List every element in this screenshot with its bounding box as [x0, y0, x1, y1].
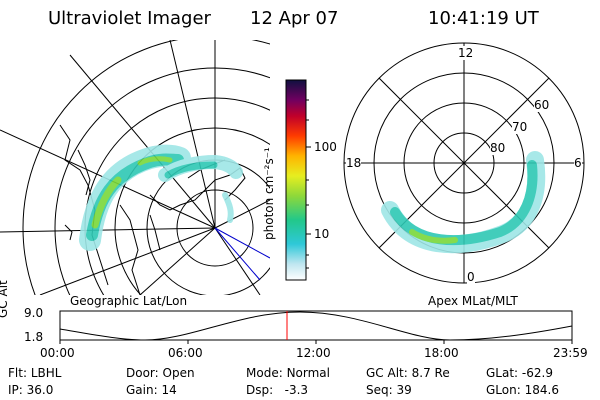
altitude-ytick-9: 9.0 [24, 306, 44, 320]
status-gc-alt: GC Alt: 8.7 Re [366, 366, 450, 380]
mlat-label-80: 80 [490, 141, 506, 155]
status-mode: Mode: Normal [246, 366, 330, 380]
colorbar-tick-10: 10 [314, 227, 330, 241]
time-text: 10:41:19 UT [428, 8, 539, 29]
colorbar-tick-100: 100 [314, 140, 337, 154]
status-seq: Seq: 39 [366, 383, 412, 397]
altitude-ylabel: GC Alt [0, 280, 10, 318]
xtick-0000: 00:00 [40, 346, 75, 360]
mlt-label-18: 18 [346, 156, 362, 170]
geographic-label: Geographic Lat/Lon [70, 294, 188, 308]
apex-label: Apex MLat/MLT [428, 294, 518, 308]
status-flt: Flt: LBHL [8, 366, 62, 380]
status-ip: IP: 36.0 [8, 383, 54, 397]
mlt-label-0: 0 [467, 270, 475, 284]
status-gain: Gain: 14 [126, 383, 177, 397]
status-dsp: Dsp: -3.3 [246, 383, 309, 397]
mlt-label-6: 6 [574, 156, 582, 170]
instrument-title: Ultraviolet Imager [48, 8, 211, 29]
status-glat: GLat: -62.9 [486, 366, 553, 380]
status-glon: GLon: 184.6 [486, 383, 559, 397]
xtick-1800: 18:00 [424, 346, 459, 360]
status-door: Door: Open [126, 366, 195, 380]
xtick-2359: 23:59 [553, 346, 588, 360]
mlat-label-60: 60 [534, 98, 550, 112]
altitude-ytick-1-8: 1.8 [24, 330, 44, 344]
xtick-1200: 12:00 [296, 346, 331, 360]
date-text: 12 Apr 07 [250, 8, 339, 29]
xtick-0600: 06:00 [168, 346, 203, 360]
mlat-label-70: 70 [512, 120, 528, 134]
mlt-label-12: 12 [458, 46, 474, 60]
